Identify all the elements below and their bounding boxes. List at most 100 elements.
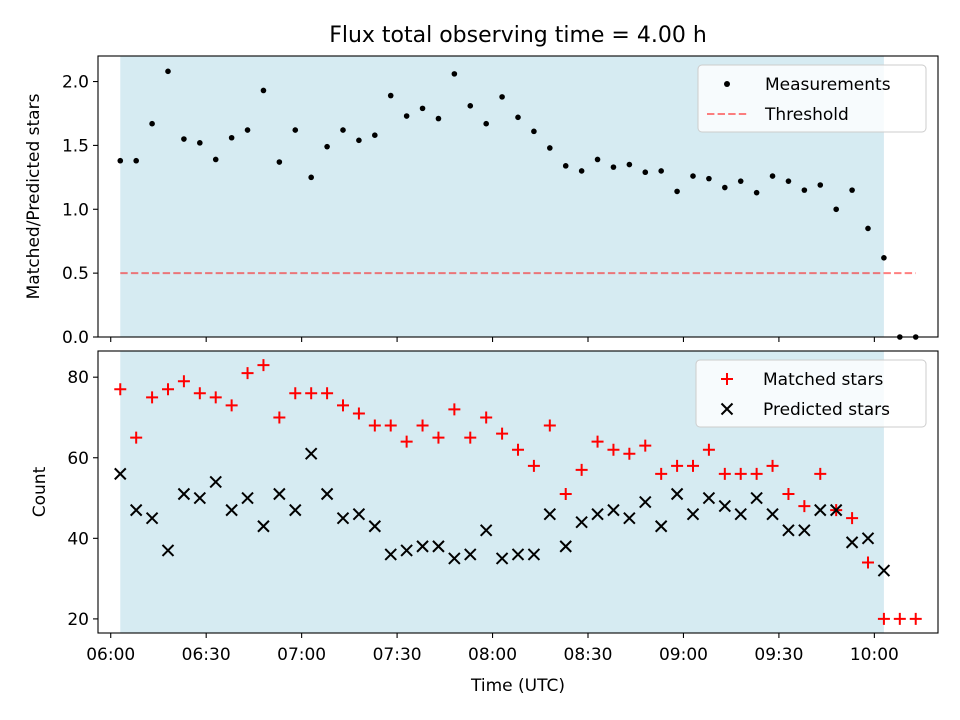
predicted-star-point [782, 524, 795, 537]
measurement-point [674, 188, 680, 195]
x-tick-label: 08:30 [564, 645, 613, 665]
matched-star-point [846, 512, 859, 525]
measurement-point [244, 127, 251, 133]
measurement-point [451, 71, 458, 77]
matched-star-point [432, 431, 445, 444]
matched-star-point [384, 419, 397, 432]
measurement-point [690, 173, 696, 179]
measurement-point [340, 127, 346, 133]
measurement-point [419, 105, 426, 112]
matched-star-point [400, 435, 413, 448]
predicted-star-point [384, 548, 397, 561]
matched-star-point [130, 431, 143, 444]
predicted-star-point [400, 544, 413, 557]
matched-star-point [480, 411, 493, 424]
predicted-star-point [257, 520, 270, 533]
matched-star-point [782, 488, 795, 501]
measurement-point [769, 173, 776, 179]
predicted-star-point [464, 548, 477, 561]
predicted-star-point [273, 487, 286, 501]
predicted-star-point [241, 491, 254, 505]
matched-star-point [766, 459, 779, 472]
measurement-point [578, 168, 585, 174]
predicted-star-point [750, 491, 763, 505]
predicted-star-point [304, 447, 318, 460]
measurement-point [642, 169, 649, 176]
predicted-star-point [559, 540, 572, 553]
measurement-point [706, 175, 712, 182]
matched-star-point [559, 488, 572, 501]
predicted-star-point [861, 532, 875, 545]
measurement-point [117, 157, 124, 164]
matched-star-point [702, 443, 715, 456]
matched-star-point [225, 399, 238, 412]
measurement-point [547, 145, 553, 151]
measurements-legend-label: Measurements [765, 75, 891, 95]
measurement-point [149, 120, 155, 127]
matched-star-point [257, 359, 270, 372]
measurement-point [515, 114, 521, 121]
measurement-point [658, 168, 664, 174]
measurement-point [865, 225, 871, 232]
x-tick-label: 06:30 [182, 645, 231, 665]
predicted-star-point [495, 552, 509, 565]
measurement-point [722, 184, 728, 191]
x-tick-label: 07:30 [373, 645, 422, 665]
matched-legend-marker [721, 373, 733, 385]
matched-star-point [368, 419, 381, 432]
measurement-point [499, 94, 505, 100]
measurement-point [435, 115, 442, 122]
matched-star-point [464, 431, 477, 444]
matched-star-point [814, 467, 827, 480]
matched-star-point [209, 391, 222, 404]
x-tick-label: 10:00 [850, 645, 899, 665]
x-tick-label: 06:00 [86, 645, 135, 665]
predicted-star-point [623, 511, 636, 525]
predicted-star-point [686, 507, 700, 521]
count-legend-box [695, 359, 927, 428]
measurement-point [801, 187, 808, 193]
matched-star-point [496, 427, 509, 440]
matched-star-point [798, 500, 811, 513]
matched-star-point [114, 383, 127, 396]
matched-legend-label: Matched stars [763, 370, 883, 390]
predicted-star-point [527, 548, 541, 561]
measurement-point [562, 163, 569, 169]
count-y-tick-label: 20 [67, 610, 89, 630]
predicted-star-point [289, 503, 302, 517]
predicted-star-point [798, 524, 811, 537]
measurement-point [260, 87, 267, 94]
measurement-point [403, 113, 410, 119]
measurement-point [849, 187, 855, 193]
matched-star-point [448, 403, 461, 416]
measurement-point [372, 132, 378, 138]
count-legend: Matched stars Predicted stars [695, 359, 927, 428]
matched-star-point [177, 375, 190, 388]
ratio-legend-box [697, 64, 927, 133]
ratio-x-ticks [110, 337, 875, 342]
measurement-point [737, 178, 744, 184]
matched-star-point [512, 443, 524, 456]
measurement-point [165, 68, 171, 75]
matched-star-point [337, 399, 349, 412]
measurement-point [626, 161, 633, 168]
matched-star-point [718, 467, 731, 480]
predicted-star-point [845, 536, 859, 549]
measurement-point [531, 128, 537, 135]
count-x-ticks: 06:00 06:30 07:00 07:30 08:00 08:30 09:00 09:30… [86, 633, 899, 665]
measurement-point [833, 206, 839, 213]
ratio-y-tick-label: 0.5 [62, 264, 89, 284]
measurement-point [817, 182, 824, 188]
predicted-star-point [416, 540, 429, 553]
matched-star-point [671, 459, 684, 472]
x-tick-label: 09:30 [754, 645, 803, 665]
measurement-point [387, 92, 394, 99]
measurement-point [594, 156, 601, 163]
measurement-point [133, 157, 139, 164]
measurement-point [785, 178, 792, 184]
count-y-tick-label: 60 [67, 449, 89, 469]
matched-star-point [750, 467, 763, 480]
count-y-axis-label: Count [30, 466, 50, 517]
predicted-star-point [877, 564, 891, 577]
